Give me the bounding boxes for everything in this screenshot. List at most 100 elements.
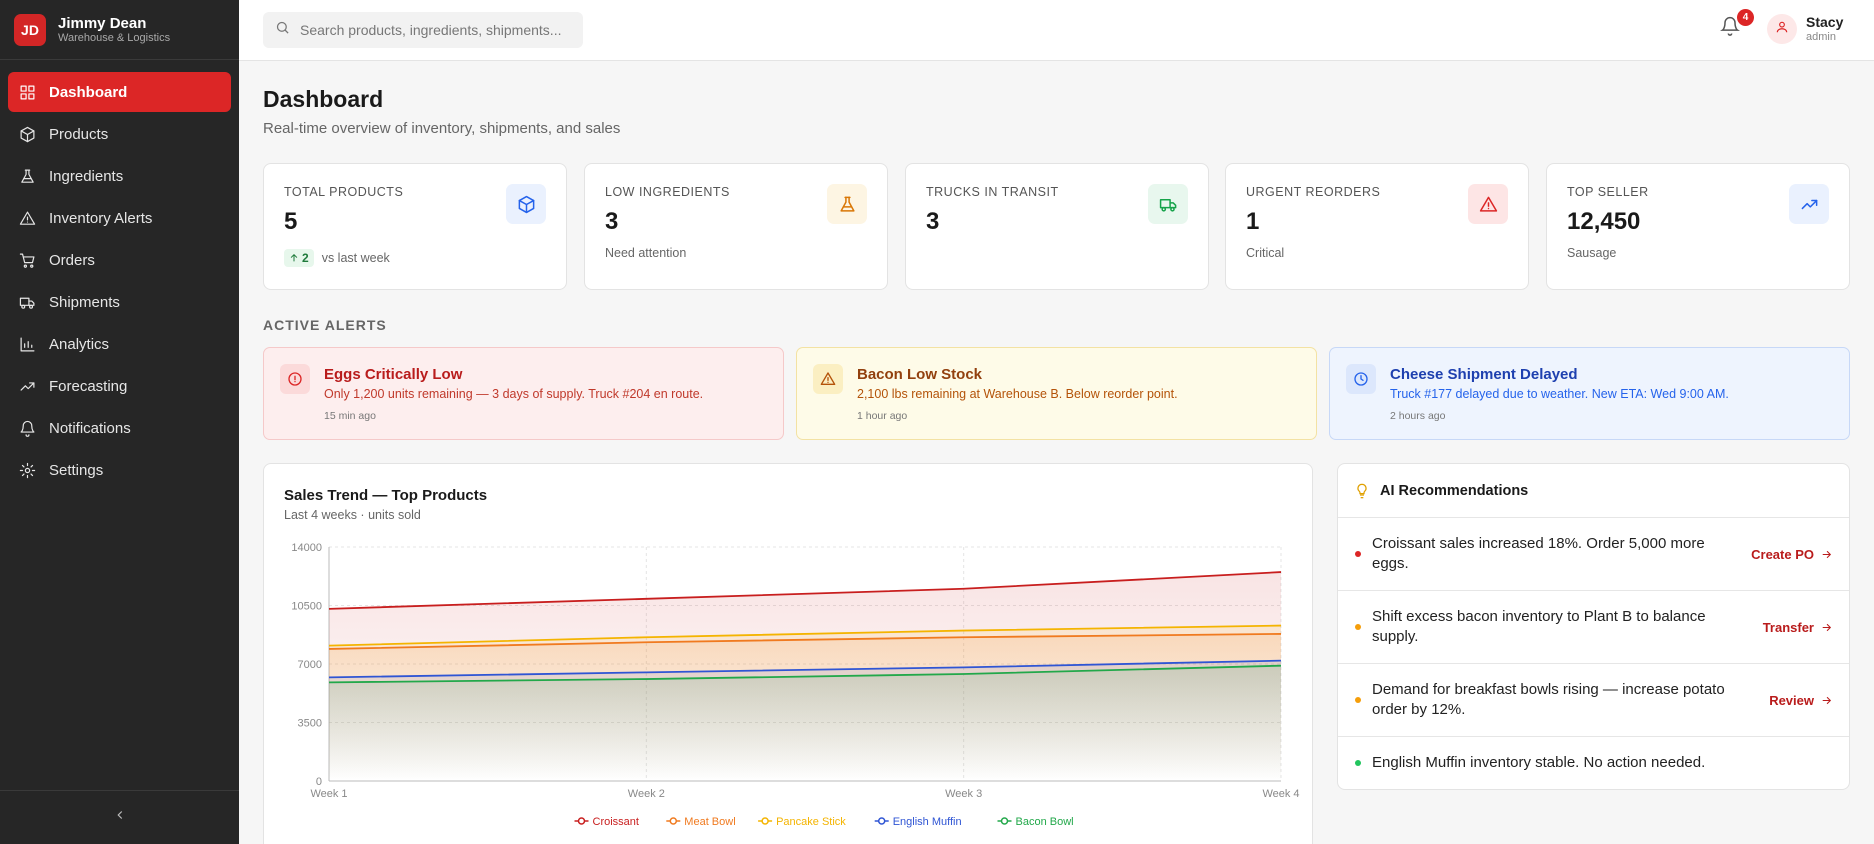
recommendation-item: Croissant sales increased 18%. Order 5,0… [1338,518,1849,591]
sidebar-item-forecasting[interactable]: Forecasting [8,366,231,406]
search-input[interactable] [300,22,580,38]
priority-dot [1355,624,1361,630]
sidebar-item-settings[interactable]: Settings [8,450,231,490]
sidebar-item-label: Dashboard [49,83,128,101]
series-line-english-muffin [328,659,1282,679]
stat-value: 1 [1246,208,1260,235]
chart-subtitle: Last 4 weeks · units sold [284,508,421,522]
sidebar: JD Jimmy Dean Warehouse & Logistics Dash… [0,0,239,844]
notification-count-badge: 4 [1737,9,1754,26]
collapse-sidebar-button[interactable] [0,790,239,844]
alert-card-cheese[interactable]: Cheese Shipment Delayed Truck #177 delay… [1329,347,1850,440]
sidebar-item-label: Notifications [49,419,131,437]
sidebar-item-orders[interactable]: Orders [8,240,231,280]
stat-trend: 2 vs last week [284,249,390,267]
brand[interactable]: JD Jimmy Dean Warehouse & Logistics [0,0,239,60]
brand-name: Jimmy Dean [58,14,147,32]
search-icon [275,20,290,40]
create-po-button[interactable]: Create PO [1751,547,1833,562]
legend-label: Pancake Stick [776,816,846,828]
arrow-right-icon [1822,623,1832,631]
x-tick-label: Week 4 [1262,788,1299,800]
user-role: admin [1806,31,1836,43]
trend-note: vs last week [321,251,390,265]
stat-card-low-ingredients[interactable]: LOW INGREDIENTS 3 Need attention [584,163,888,290]
sidebar-item-inventory-alerts[interactable]: Inventory Alerts [8,198,231,238]
truck-icon [18,293,36,311]
trending-up-icon [1789,184,1829,224]
review-button[interactable]: Review [1769,693,1833,708]
alert-card-eggs[interactable]: Eggs Critically Low Only 1,200 units rem… [263,347,784,440]
clock-icon [1346,364,1376,394]
sidebar-item-shipments[interactable]: Shipments [8,282,231,322]
user-avatar[interactable] [1767,14,1797,44]
recommendation-item: Shift excess bacon inventory to Plant B … [1338,591,1849,664]
bar-chart-icon [18,335,36,353]
notifications-button[interactable] [1720,16,1744,40]
stat-label: LOW INGREDIENTS [605,185,730,199]
recommendation-item: English Muffin inventory stable. No acti… [1338,737,1849,789]
stat-value: 3 [926,208,940,235]
stat-label: TRUCKS IN TRANSIT [926,185,1059,199]
sidebar-nav: Dashboard Products Ingredients Inventory… [0,60,239,490]
sidebar-item-label: Settings [49,461,104,479]
alert-title: Eggs Critically Low [324,366,463,383]
package-icon [506,184,546,224]
gear-icon [18,461,36,479]
stat-card-trucks-in-transit[interactable]: TRUCKS IN TRANSIT 3 [905,163,1209,290]
sidebar-item-dashboard[interactable]: Dashboard [8,72,231,112]
stat-value: 5 [284,208,298,235]
legend-label: English Muffin [893,816,962,828]
legend-marker [669,817,678,825]
alert-triangle-icon [18,209,36,227]
chevron-left-icon [113,808,127,827]
legend-marker [577,817,586,825]
sidebar-item-label: Inventory Alerts [49,209,153,227]
y-tick-label: 10500 [291,601,322,613]
y-tick-label: 14000 [291,542,322,554]
alert-description: Truck #177 delayed due to weather. New E… [1390,387,1729,401]
stat-card-total-products[interactable]: TOTAL PRODUCTS 5 2 vs last week [263,163,567,290]
sidebar-item-ingredients[interactable]: Ingredients [8,156,231,196]
ai-recommendations-card: AI Recommendations Croissant sales incre… [1337,463,1850,790]
legend-label: Bacon Bowl [1016,816,1074,828]
series-area-bacon-bowl [329,665,1281,781]
y-tick-label: 7000 [298,659,322,671]
sidebar-item-label: Analytics [49,335,110,353]
sidebar-item-products[interactable]: Products [8,114,231,154]
stat-note: Critical [1246,246,1285,260]
sidebar-item-label: Shipments [49,293,120,311]
series-line-croissant [328,571,1282,610]
search-bar[interactable] [263,12,583,48]
alert-card-bacon[interactable]: Bacon Low Stock 2,100 lbs remaining at W… [796,347,1317,440]
stat-card-urgent-reorders[interactable]: URGENT REORDERS 1 Critical [1225,163,1529,290]
sales-trend-chart[interactable]: 0 3500 7000 10500 14000 Week 1 Week 2 Week 3 Wee… [264,464,1314,844]
arrow-right-icon [1822,550,1832,558]
top-header: 4 Stacy admin [239,0,1874,61]
ai-recommendations-header: AI Recommendations [1338,464,1849,518]
legend-marker [1000,817,1009,825]
alert-triangle-icon [1468,184,1508,224]
brand-logo: JD [14,13,46,46]
user-name[interactable]: Stacy [1806,14,1844,30]
recommendation-text: English Muffin inventory stable. No acti… [1372,754,1706,771]
stat-card-top-seller[interactable]: TOP SELLER 12,450 Sausage [1546,163,1850,290]
sidebar-item-label: Ingredients [49,167,124,185]
alert-description: 2,100 lbs remaining at Warehouse B. Belo… [857,387,1178,401]
sidebar-item-label: Forecasting [49,377,128,395]
recommendation-text: Demand for breakfast bowls rising — incr… [1372,681,1725,718]
lightbulb-icon [1357,483,1367,498]
alert-time: 15 min ago [324,410,376,422]
series-line-pancake-stick [328,624,1282,647]
truck-icon [1148,184,1188,224]
ai-recommendations-title: AI Recommendations [1380,482,1529,499]
grid-icon [18,83,36,101]
sidebar-item-notifications[interactable]: Notifications [8,408,231,448]
transfer-button[interactable]: Transfer [1763,620,1833,635]
legend-label: Meat Bowl [684,816,735,828]
y-tick-label: 0 [316,776,322,788]
alert-description: Only 1,200 units remaining — 3 days of s… [324,387,704,401]
sidebar-item-analytics[interactable]: Analytics [8,324,231,364]
action-label: Review [1769,692,1814,708]
priority-dot [1355,551,1361,557]
